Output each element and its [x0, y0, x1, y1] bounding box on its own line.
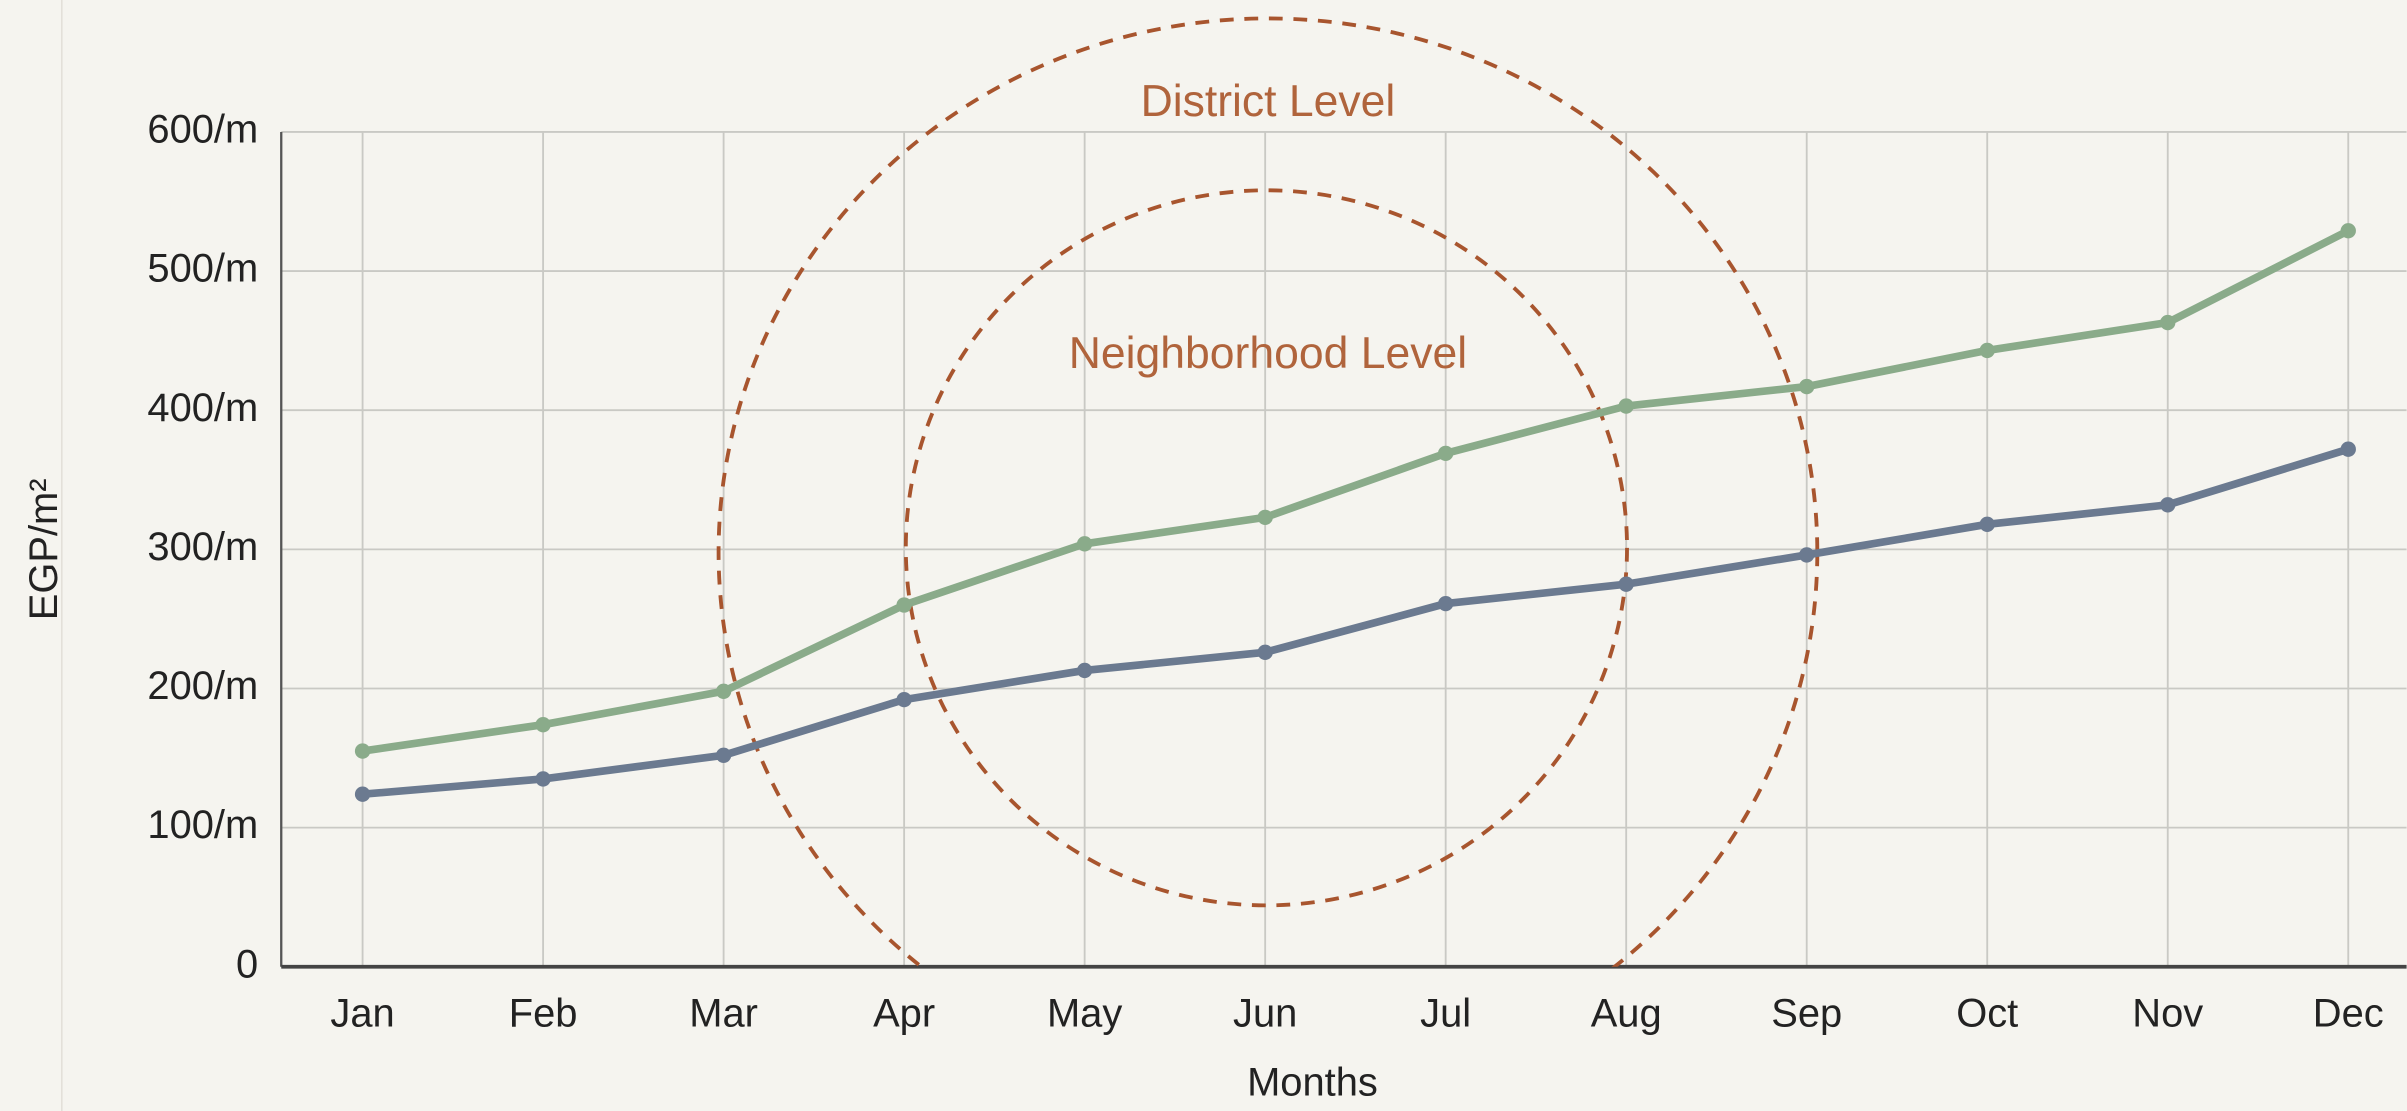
point	[1438, 595, 1454, 612]
point	[1076, 662, 1093, 679]
y-tick-label: 200/m	[147, 664, 258, 708]
series-line	[358, 226, 2353, 755]
x-axis-title: Months	[1247, 1060, 1378, 1104]
point	[535, 716, 551, 733]
point	[1799, 547, 1815, 563]
y-tick-label: 500/m	[147, 247, 258, 291]
x-tick-label: Oct	[1956, 991, 2018, 1035]
x-tick-label: Jan	[330, 991, 394, 1035]
point	[2340, 223, 2356, 239]
x-tick-label: Feb	[509, 991, 578, 1035]
series-line	[358, 445, 2353, 799]
point	[1438, 445, 1454, 462]
neighborhood-zone	[903, 188, 1629, 908]
point	[535, 771, 551, 787]
x-tick-label: May	[1047, 991, 1122, 1035]
y-tick-label: 600/m	[147, 108, 258, 152]
point	[2160, 314, 2176, 331]
annotation: District Level	[1141, 77, 1396, 126]
annotation: Neighborhood Level	[1069, 329, 1467, 378]
x-tick-label: Mar	[689, 991, 758, 1035]
point	[1076, 536, 1093, 552]
x-tick-label: Sep	[1771, 991, 1842, 1035]
point	[715, 747, 732, 763]
y-tick-label: 300/m	[147, 525, 258, 569]
x-tick-label: Apr	[873, 991, 935, 1035]
series-layer	[354, 223, 2356, 802]
point	[1618, 576, 1634, 592]
x-tick-label: Dec	[2313, 991, 2384, 1035]
point	[2160, 497, 2176, 513]
point	[896, 691, 912, 708]
y-axis-title: EGP/m²	[22, 478, 66, 620]
y-tick-label: 100/m	[147, 803, 258, 847]
x-tick-label: Aug	[1591, 991, 1662, 1035]
point	[1618, 398, 1634, 414]
point	[896, 597, 912, 613]
point	[1979, 342, 1995, 359]
point	[354, 743, 371, 759]
point	[1257, 509, 1273, 526]
x-tick-label: Jul	[1420, 991, 1471, 1035]
x-tick-label: Nov	[2132, 991, 2203, 1035]
y-tick-label: 400/m	[147, 386, 258, 430]
point	[354, 786, 371, 802]
point	[1979, 516, 1995, 532]
point	[2340, 441, 2356, 457]
point	[1799, 378, 1815, 395]
point	[715, 683, 732, 699]
x-tick-label: Jun	[1233, 991, 1297, 1035]
point	[1257, 644, 1273, 660]
y-tick-label: 0	[236, 942, 258, 986]
